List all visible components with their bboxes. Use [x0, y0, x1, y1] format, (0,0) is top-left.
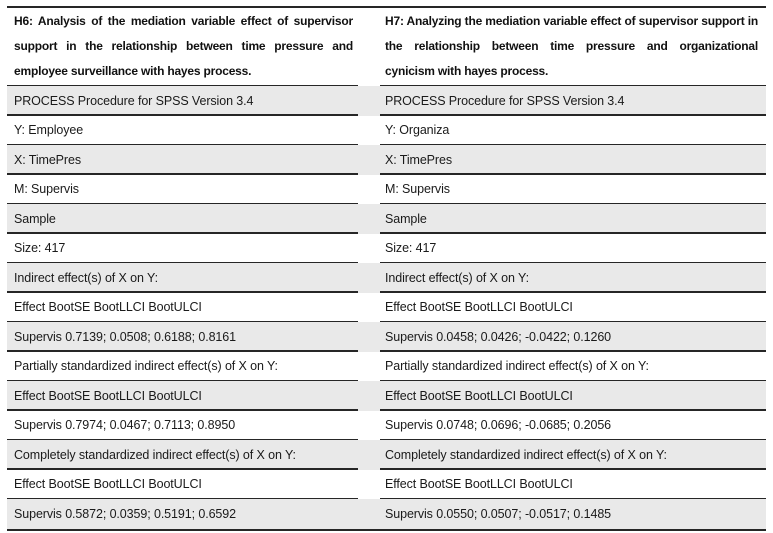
table-row: M: Supervis M: Supervis [7, 175, 766, 205]
table-cell: Effect BootSE BootLLCI BootULCI [14, 300, 202, 315]
table-cell: Sample [385, 211, 427, 226]
column-header-h6: H6: Analysis of the mediation variable e… [14, 14, 353, 78]
table-row: Partially standardized indirect effect(s… [7, 352, 766, 382]
table-row: Sample Sample [7, 204, 766, 234]
table-cell: M: Supervis [14, 182, 79, 197]
table-row: Supervis 0.7974; 0.0467; 0.7113; 0.8950 … [7, 411, 766, 441]
table-row: Completely standardized indirect effect(… [7, 440, 766, 470]
table-row: Effect BootSE BootLLCI BootULCI Effect B… [7, 470, 766, 500]
table-row: PROCESS Procedure for SPSS Version 3.4 P… [7, 86, 766, 116]
table-cell: Partially standardized indirect effect(s… [385, 359, 649, 374]
table-cell: Indirect effect(s) of X on Y: [385, 270, 529, 285]
table-cell: Effect BootSE BootLLCI BootULCI [385, 477, 573, 492]
table-row: Y: Employee Y: Organiza [7, 116, 766, 146]
table-cell: Supervis 0.7139; 0.0508; 0.6188; 0.8161 [14, 329, 236, 344]
table-row: Indirect effect(s) of X on Y: Indirect e… [7, 263, 766, 293]
table-cell: Size: 417 [385, 241, 437, 256]
table-row: Supervis 0.7139; 0.0508; 0.6188; 0.8161 … [7, 322, 766, 352]
table-header-row: H6: Analysis of the mediation variable e… [7, 8, 766, 86]
table-cell: PROCESS Procedure for SPSS Version 3.4 [14, 93, 254, 108]
table-row: Effect BootSE BootLLCI BootULCI Effect B… [7, 381, 766, 411]
table-cell: Supervis 0.7974; 0.0467; 0.7113; 0.8950 [14, 418, 236, 433]
table-cell: M: Supervis [385, 182, 450, 197]
table-cell: Supervis 0.0458; 0.0426; -0.0422; 0.1260 [385, 329, 612, 344]
table-cell: Effect BootSE BootLLCI BootULCI [385, 388, 573, 403]
table-cell: PROCESS Procedure for SPSS Version 3.4 [385, 93, 625, 108]
table-row: Effect BootSE BootLLCI BootULCI Effect B… [7, 293, 766, 323]
table-cell: X: TimePres [385, 152, 452, 167]
table-cell: Y: Employee [14, 123, 84, 138]
table-cell: Supervis 0.0748; 0.0696; -0.0685; 0.2056 [385, 418, 612, 433]
table-cell: Y: Organiza [385, 123, 450, 138]
table-cell: Effect BootSE BootLLCI BootULCI [14, 388, 202, 403]
table-cell: Completely standardized indirect effect(… [385, 447, 667, 462]
table-cell: Effect BootSE BootLLCI BootULCI [385, 300, 573, 315]
table-cell: Completely standardized indirect effect(… [14, 447, 296, 462]
table-row: Supervis 0.5872; 0.0359; 0.5191; 0.6592 … [7, 499, 766, 529]
table-row: X: TimePres X: TimePres [7, 145, 766, 175]
table-cell: Effect BootSE BootLLCI BootULCI [14, 477, 202, 492]
table-cell: Sample [14, 211, 56, 226]
results-table: H6: Analysis of the mediation variable e… [7, 6, 766, 531]
table-cell: X: TimePres [14, 152, 81, 167]
table-cell: Indirect effect(s) of X on Y: [14, 270, 158, 285]
column-header-h7: H7: Analyzing the mediation variable eff… [385, 14, 758, 78]
table-cell: Size: 417 [14, 241, 66, 256]
page: H6: Analysis of the mediation variable e… [0, 6, 773, 531]
table-cell: Supervis 0.5872; 0.0359; 0.5191; 0.6592 [14, 506, 236, 521]
table-row: Size: 417 Size: 417 [7, 234, 766, 264]
table-cell: Partially standardized indirect effect(s… [14, 359, 278, 374]
table-cell: Supervis 0.0550; 0.0507; -0.0517; 0.1485 [385, 506, 612, 521]
